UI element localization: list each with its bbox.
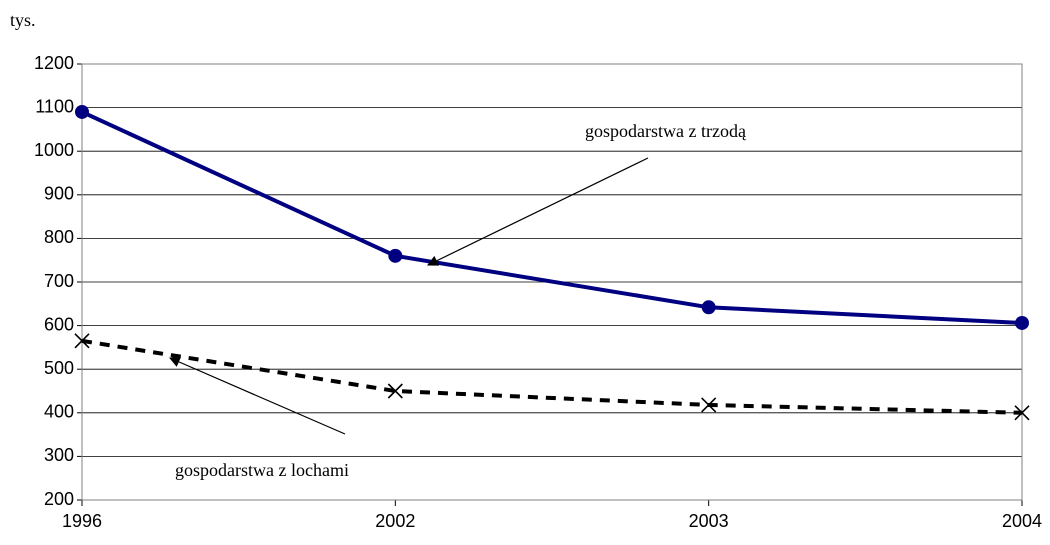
- data-point: [74, 333, 90, 349]
- data-point: [1015, 315, 1029, 330]
- x-tick-label: 2002: [375, 511, 415, 531]
- annotation: gospodarstwa z lochami: [175, 460, 349, 480]
- series-line: [81, 110, 1023, 325]
- y-tick-label: 200: [44, 489, 74, 509]
- y-tick-label: 1000: [34, 140, 74, 160]
- y-tick-label: 1100: [35, 96, 74, 116]
- data-point: [701, 397, 717, 413]
- series-line: [81, 338, 1023, 415]
- plot-frame: [81, 63, 1023, 501]
- y-tick-label: 800: [44, 227, 74, 247]
- annotation-arrow: [427, 157, 649, 266]
- y-tick-label: 900: [44, 184, 74, 204]
- x-tick-label: 2004: [1002, 511, 1042, 531]
- y-tick-label: 400: [44, 402, 74, 422]
- y-tick-label: 600: [44, 314, 74, 334]
- x-tick-label: 1996: [62, 511, 102, 531]
- annotation-arrow: [169, 356, 346, 435]
- data-point: [1014, 405, 1030, 421]
- annotation: gospodarstwa z trzodą: [585, 121, 747, 141]
- data-point: [75, 104, 89, 119]
- data-point: [388, 248, 403, 263]
- x-tick-label: 2003: [689, 511, 729, 531]
- data-point: [387, 383, 403, 399]
- y-tick-label: 1200: [34, 53, 74, 73]
- y-tick-label: 700: [44, 271, 74, 291]
- y-tick-label: 500: [44, 358, 74, 378]
- data-point: [701, 300, 716, 315]
- y-axis-label: tys.: [10, 10, 36, 30]
- y-tick-label: 300: [44, 445, 74, 465]
